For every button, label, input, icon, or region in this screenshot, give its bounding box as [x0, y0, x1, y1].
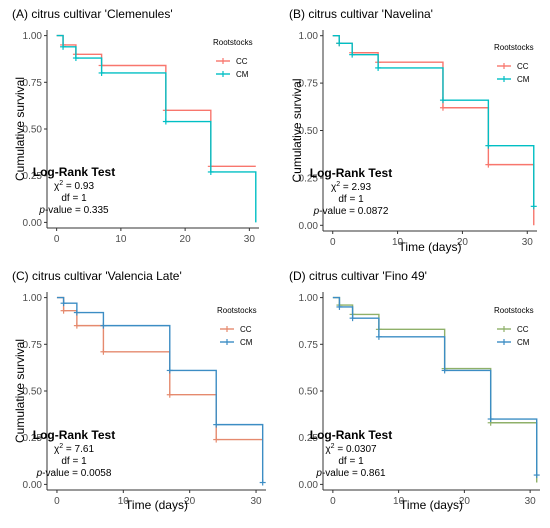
panel-a: (A) citrus cultivar 'Clemenules' 0.00 0.25… — [12, 7, 259, 245]
x-axis-label: Time (days) — [400, 498, 463, 512]
series-cc-curve — [56, 296, 263, 441]
y-tick-label: 0.75 — [299, 340, 319, 351]
x-axis-label: Time (days) — [399, 240, 462, 254]
x-tick-label: 30 — [525, 496, 537, 507]
y-tick-label: 0.50 — [299, 387, 319, 398]
legend-title: Rootstocks — [213, 38, 253, 47]
y-tick-label: 0.00 — [299, 221, 319, 232]
y-tick-label: 0.50 — [23, 125, 43, 136]
test-df: df = 1 — [61, 193, 87, 204]
panel-title: (D) citrus cultivar 'Fino 49' — [289, 269, 427, 283]
x-tick-label: 20 — [184, 496, 196, 507]
panel-title: (C) citrus cultivar 'Valencia Late' — [12, 269, 182, 283]
x-tick-label: 30 — [522, 237, 534, 248]
x-tick-label: 30 — [244, 234, 256, 245]
legend-title: Rootstocks — [494, 306, 534, 315]
y-tick-label: 0.25 — [23, 171, 43, 182]
legend: Rootstocks CC CM — [217, 306, 257, 347]
legend-label-cc: CC — [240, 325, 252, 334]
x-tick-label: 20 — [180, 234, 192, 245]
test-p-value: p-value = 0.335 — [38, 205, 109, 216]
x-tick-label: 20 — [457, 237, 469, 248]
y-tick-label: 1.00 — [23, 31, 43, 42]
test-title: Log-Rank Test — [33, 428, 115, 442]
test-title: Log-Rank Test — [33, 165, 115, 179]
panel-title: (A) citrus cultivar 'Clemenules' — [12, 7, 173, 21]
legend-label-cm: CM — [236, 70, 249, 79]
y-tick-label: 0.25 — [299, 173, 319, 184]
test-title: Log-Rank Test — [310, 166, 392, 180]
series-cm-curve — [332, 34, 535, 207]
y-tick-label: 1.00 — [299, 293, 319, 304]
y-tick-label: 0.00 — [299, 480, 319, 491]
y-axis-label: Cumulative survival — [13, 339, 27, 443]
legend-label-cc: CC — [517, 62, 529, 71]
panel-title: (B) citrus cultivar 'Navelina' — [289, 7, 433, 21]
y-tick-label: 1.00 — [299, 31, 319, 42]
legend: Rootstocks CC CM — [213, 38, 253, 79]
legend: Rootstocks CC CM — [494, 43, 534, 84]
test-chi-square: χ2 = 2.93 — [331, 181, 371, 193]
panel-c: (C) citrus cultivar 'Valencia Late' 0.00 0… — [12, 269, 266, 512]
y-tick-label: 0.50 — [299, 126, 319, 137]
test-title: Log-Rank Test — [310, 428, 392, 442]
y-tick-label: 0.00 — [23, 480, 43, 491]
test-p-value: p-value = 0.0872 — [313, 206, 389, 217]
x-tick-label: 10 — [393, 496, 405, 507]
x-tick-label: 0 — [54, 234, 60, 245]
legend-title: Rootstocks — [494, 43, 534, 52]
y-tick-label: 0.25 — [299, 433, 319, 444]
y-tick-label: 1.00 — [23, 293, 43, 304]
y-tick-label: 0.00 — [23, 218, 43, 229]
legend-label-cc: CC — [517, 325, 529, 334]
legend: Rootstocks CC CM — [494, 306, 534, 347]
legend-label-cm: CM — [517, 338, 530, 347]
test-chi-square: χ2 = 0.93 — [54, 180, 94, 192]
y-tick-label: 0.25 — [23, 433, 43, 444]
y-axis-label: Cumulative survival — [290, 78, 304, 182]
x-tick-label: 20 — [459, 496, 471, 507]
x-tick-label: 10 — [392, 237, 404, 248]
panel-b: (B) citrus cultivar 'Navelina' 0.00 0.25 0.… — [289, 7, 537, 254]
test-chi-square: χ2 = 0.0307 — [325, 443, 377, 455]
y-tick-label: 0.50 — [23, 387, 43, 398]
x-tick-label: 0 — [54, 496, 60, 507]
test-df: df = 1 — [61, 456, 87, 467]
test-chi-square: χ2 = 7.61 — [54, 443, 94, 455]
y-tick-label: 0.75 — [23, 78, 43, 89]
legend-title: Rootstocks — [217, 306, 257, 315]
y-axis-label: Cumulative survival — [13, 77, 27, 181]
panel-d: (D) citrus cultivar 'Fino 49' 0.00 0.25 0.5… — [289, 269, 540, 512]
test-df: df = 1 — [338, 194, 364, 205]
test-p-value: p-value = 0.0058 — [36, 468, 112, 479]
legend-label-cc: CC — [236, 57, 248, 66]
test-df: df = 1 — [338, 456, 364, 467]
x-tick-label: 0 — [330, 496, 336, 507]
legend-label-cm: CM — [240, 338, 253, 347]
x-tick-label: 0 — [330, 237, 336, 248]
y-tick-label: 0.75 — [299, 79, 319, 90]
series-cc-curve — [56, 34, 256, 168]
x-axis-label: Time (days) — [125, 498, 188, 512]
x-tick-label: 30 — [250, 496, 262, 507]
x-tick-label: 10 — [118, 496, 130, 507]
legend-label-cm: CM — [517, 75, 530, 84]
x-tick-label: 10 — [115, 234, 127, 245]
y-tick-label: 0.75 — [23, 340, 43, 351]
test-p-value: p-value = 0.861 — [315, 468, 386, 479]
